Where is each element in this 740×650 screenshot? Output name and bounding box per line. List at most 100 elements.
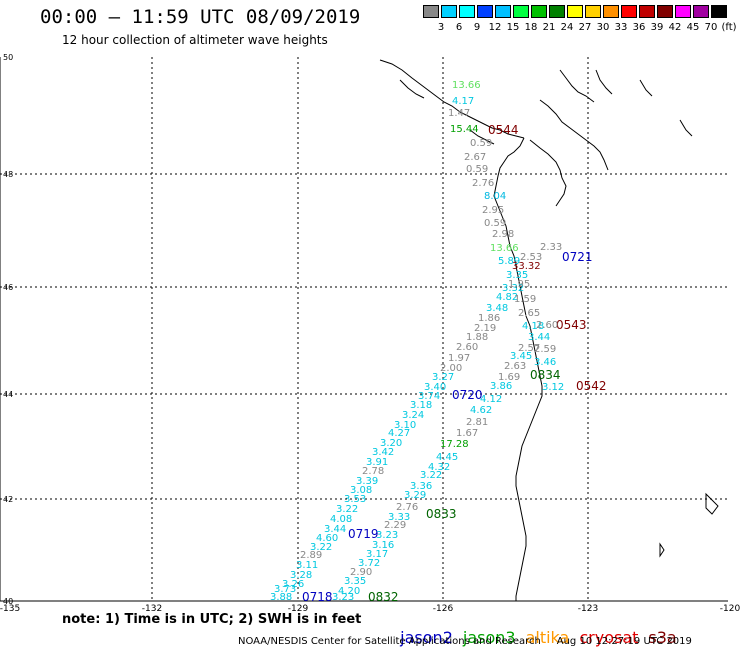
scale-label: 24: [560, 22, 574, 33]
wave-height-value: 3.42: [372, 447, 394, 458]
wave-height-value: 2.57: [518, 343, 540, 354]
wave-height-value: 1.88: [466, 332, 488, 343]
scale-swatch: [477, 5, 493, 18]
scale-swatch: [639, 5, 655, 18]
scale-label: 30: [596, 22, 610, 33]
wave-height-value: 3.40: [424, 382, 446, 393]
wave-height-value: 3.45: [510, 351, 532, 362]
wave-height-value: 2.29: [384, 520, 406, 531]
legend-jason3: jason3: [462, 628, 516, 647]
wave-height-value: 13.66: [490, 243, 519, 254]
satellite-legend: jason2 jason3 altika cryosat s3a: [390, 609, 687, 647]
wave-height-value: 3.11: [296, 560, 318, 571]
wave-height-value: 2.59: [534, 344, 556, 355]
scale-swatch: [441, 5, 457, 18]
note-text: note: 1) Time is in UTC; 2) SWH is in fe…: [62, 612, 362, 627]
map-subtitle: 12 hour collection of altimeter wave hei…: [62, 33, 328, 47]
wave-height-value: 1.67: [456, 428, 478, 439]
wave-height-value: 4.60: [316, 533, 338, 544]
wave-height-value: 4.27: [388, 428, 410, 439]
wave-height-value: 3.48: [486, 303, 508, 314]
wave-height-value: 3.35: [506, 270, 528, 281]
pass-time-label: 0832: [368, 590, 399, 604]
wave-height-value: 2.63: [504, 361, 526, 372]
wave-height-value: 15.44: [450, 124, 479, 135]
wave-height-value: 3.86: [490, 381, 512, 392]
wave-height-value: 2.53: [520, 252, 542, 263]
wave-height-value: 3.22: [336, 504, 358, 515]
lon-label: -120: [720, 604, 740, 614]
wave-height-value: 4.82: [496, 292, 518, 303]
wave-height-value: 3.74: [418, 391, 440, 402]
lon-labels: -135 -132 -129 -126 -123 -120: [0, 604, 740, 614]
scale-swatch: [459, 5, 475, 18]
wave-height-value: 3.44: [528, 332, 550, 343]
wave-height-value: 2.90: [350, 567, 372, 578]
scale-label: 6: [455, 22, 463, 33]
wave-height-value: 33.32: [512, 261, 541, 272]
lat-label: 46: [3, 283, 13, 292]
wave-height-labels: 13.664.171.4715.440.592.670.592.768.042.…: [270, 80, 564, 603]
wave-height-value: 0.59: [466, 164, 488, 175]
lat-label: 42: [3, 495, 13, 504]
wave-height-value: 3.88: [270, 592, 292, 603]
wave-height-value: 3.18: [410, 400, 432, 411]
scale-label: 39: [650, 22, 664, 33]
wave-height-value: 3.39: [356, 476, 378, 487]
footer-credit: NOAA/NESDIS Center for Satellite Applica…: [238, 636, 692, 647]
scale-label: 36: [632, 22, 646, 33]
wave-height-value: 2.98: [492, 229, 514, 240]
wave-height-value: 8.04: [484, 191, 506, 202]
wave-height-value: 3.28: [290, 570, 312, 581]
wave-height-value: 2.81: [466, 417, 488, 428]
scale-swatch: [621, 5, 637, 18]
wave-height-value: 4.17: [452, 96, 474, 107]
wave-height-value: 2.33: [540, 242, 562, 253]
wave-height-value: 0.59: [470, 138, 492, 149]
scale-label: 18: [524, 22, 538, 33]
wave-height-value: 3.20: [380, 438, 402, 449]
scale-swatch: [603, 5, 619, 18]
wave-height-value: 2.95: [482, 205, 504, 216]
lon-label: -126: [433, 604, 454, 614]
lon-label: -135: [0, 604, 20, 614]
wave-height-value: 2.19: [474, 323, 496, 334]
wave-height-value: 3.44: [324, 524, 346, 535]
scale-label: 12: [488, 22, 502, 33]
pass-labels: 0544 0721 0543 0542 0834 0720 0833 0719 …: [302, 123, 607, 604]
pass-time-label: 0718: [302, 590, 333, 604]
wave-height-value: 3.35: [344, 576, 366, 587]
scale-label: 21: [542, 22, 556, 33]
wave-height-value: 3.91: [366, 457, 388, 468]
map-title: 00:00 – 11:59 UTC 08/09/2019: [40, 6, 361, 28]
scale-label: 33: [614, 22, 628, 33]
legend-cryosat: cryosat: [579, 628, 639, 647]
lon-label: -132: [142, 604, 162, 614]
scale-label: 3: [437, 22, 445, 33]
pass-time-label: 0834: [530, 368, 561, 382]
wave-height-value: 13.66: [452, 80, 481, 91]
legend-altika: altika: [525, 628, 570, 647]
lat-label: 40: [3, 597, 13, 606]
scale-swatch: [585, 5, 601, 18]
scale-label: 27: [578, 22, 592, 33]
lon-label: -123: [578, 604, 598, 614]
pass-time-label: 0719: [348, 527, 379, 541]
lat-label: 44: [3, 390, 13, 399]
wave-height-value: 3.23: [376, 530, 398, 541]
wave-height-value: 2.60: [456, 342, 478, 353]
wave-height-value: 3.32: [502, 283, 524, 294]
legend-jason2: jason2: [400, 628, 453, 647]
scale-swatch: [495, 5, 511, 18]
wave-height-value: 5.89: [498, 256, 520, 267]
wave-height-value: 1.59: [514, 294, 536, 305]
scale-swatch: [531, 5, 547, 18]
pass-time-label: 0721: [562, 250, 593, 264]
scale-swatch: [675, 5, 691, 18]
pass-time-label: 0544: [488, 123, 519, 137]
wave-height-value: 3.26: [282, 579, 304, 590]
scale-label: 45: [686, 22, 700, 33]
wave-height-value: 1.47: [448, 108, 470, 119]
pass-time-label: 0543: [556, 318, 587, 332]
wave-height-value: 3.08: [350, 485, 372, 496]
